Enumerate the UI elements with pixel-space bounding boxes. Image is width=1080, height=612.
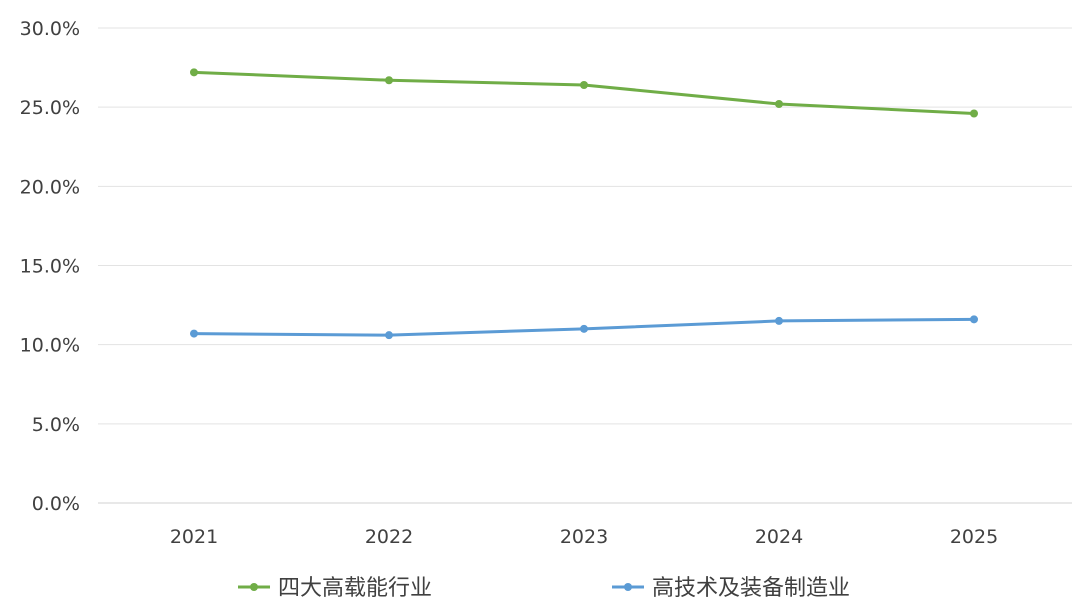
y-tick-label: 5.0%	[32, 414, 80, 436]
data-point	[970, 315, 978, 324]
x-tick-label: 2022	[365, 526, 413, 548]
legend: 四大高载能行业 高技术及装备制造业	[238, 576, 850, 601]
legend-item: 高技术及装备制造业	[612, 576, 850, 601]
legend-marker	[250, 583, 258, 591]
legend-item: 四大高载能行业	[238, 576, 432, 601]
data-point	[970, 109, 978, 118]
series-1	[190, 68, 978, 118]
data-point	[775, 100, 783, 108]
y-tick-label: 15.0%	[20, 256, 80, 278]
x-tick-label: 2023	[560, 526, 608, 548]
series-2	[190, 315, 978, 340]
legend-marker	[624, 583, 632, 591]
legend-label: 四大高载能行业	[278, 576, 432, 601]
data-point	[580, 324, 588, 333]
y-tick-label: 0.0%	[32, 493, 80, 515]
gridlines	[98, 27, 1072, 504]
legend-label: 高技术及装备制造业	[652, 576, 850, 601]
x-axis-tick-labels: 2021 2022 2023 2024 2025	[170, 526, 998, 548]
series-lines	[190, 68, 978, 340]
y-tick-label: 20.0%	[20, 176, 80, 198]
y-tick-label: 10.0%	[20, 335, 80, 357]
y-tick-label: 25.0%	[20, 97, 80, 119]
data-point	[190, 329, 198, 338]
data-point	[385, 76, 393, 85]
y-tick-label: 30.0%	[20, 18, 80, 40]
data-point	[775, 316, 783, 325]
data-point	[580, 81, 588, 89]
x-tick-label: 2024	[755, 526, 803, 548]
x-tick-label: 2025	[950, 526, 998, 548]
y-axis-tick-labels: 0.0% 5.0% 10.0% 15.0% 20.0% 25.0% 30.0%	[20, 18, 80, 515]
data-point	[190, 68, 198, 77]
data-point	[385, 331, 393, 340]
x-tick-label: 2021	[170, 526, 218, 548]
